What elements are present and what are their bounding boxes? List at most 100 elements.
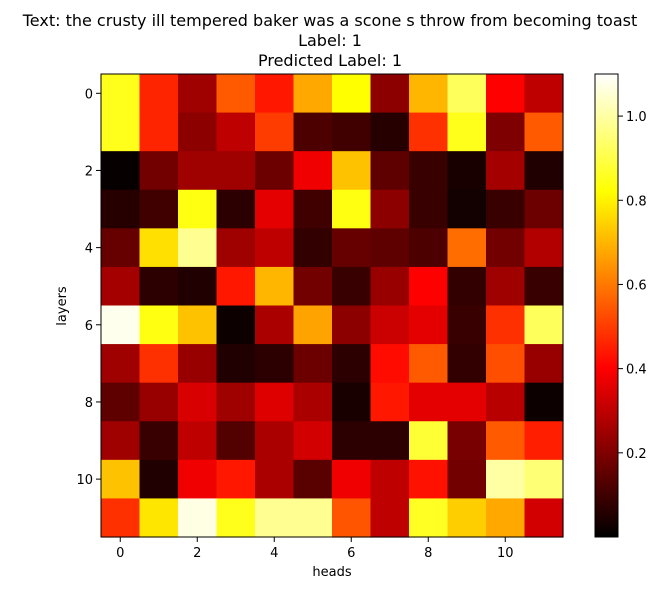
heatmap-cell: [447, 498, 487, 538]
heatmap-cell: [486, 421, 526, 461]
heatmap-cell: [370, 151, 410, 191]
colorbar-ticks: 0.2 0.4 0.6 0.8 1.0: [618, 110, 647, 462]
heatmap-cell: [332, 151, 372, 191]
heatmap-cell: [524, 228, 564, 268]
heatmap-cell: [101, 498, 141, 538]
heatmap-cell: [447, 151, 487, 191]
heatmap-cell: [255, 151, 295, 191]
heatmap-cell: [332, 74, 372, 114]
x-axis-ticks: 0 2 4 6 8 10: [116, 537, 514, 561]
heatmap-cell: [255, 344, 295, 384]
heatmap-cell: [486, 151, 526, 191]
heatmap-cell: [293, 151, 333, 191]
heatmap-cell: [216, 498, 256, 538]
heatmap-cell: [101, 228, 141, 268]
heatmap-cell: [216, 344, 256, 384]
heatmap-cell: [370, 305, 410, 345]
heatmap-cell: [409, 266, 449, 307]
heatmap-cell: [255, 421, 295, 461]
heatmap-cell: [447, 305, 487, 345]
heatmap-cell: [255, 112, 295, 152]
heatmap-cell: [139, 421, 179, 461]
heatmap-cell: [139, 112, 179, 152]
heatmap-cell: [332, 112, 372, 152]
heatmap-cell: [524, 498, 564, 538]
heatmap-cell: [101, 266, 141, 307]
heatmap-cells: [101, 74, 564, 538]
colorbar-tick-label: 0.6: [626, 278, 647, 293]
heatmap-cell: [524, 305, 564, 345]
heatmap-cell: [447, 421, 487, 461]
heatmap-cell: [447, 344, 487, 384]
y-tick-label: 4: [85, 242, 93, 257]
heatmap-cell: [101, 305, 141, 345]
heatmap-cell: [139, 228, 179, 268]
heatmap-cell: [486, 382, 526, 422]
heatmap-cell: [332, 228, 372, 268]
heatmap-cell: [524, 344, 564, 384]
heatmap-cell: [486, 459, 526, 500]
heatmap-cell: [101, 459, 141, 500]
colorbar: [594, 73, 619, 538]
y-axis-ticks: 0 2 4 6 8 10: [76, 87, 101, 488]
heatmap-cell: [178, 266, 218, 307]
heatmap-cell: [447, 266, 487, 307]
colorbar-tick-label: 1.0: [626, 110, 647, 125]
heatmap-cell: [332, 421, 372, 461]
heatmap-cell: [101, 344, 141, 384]
heatmap-cell: [139, 344, 179, 384]
y-tick-label: 6: [85, 319, 93, 334]
heatmap-cell: [332, 382, 372, 422]
heatmap-cell: [370, 382, 410, 422]
y-tick-label: 0: [85, 87, 93, 102]
heatmap-cell: [293, 382, 333, 422]
heatmap-cell: [486, 228, 526, 268]
heatmap-cell: [216, 305, 256, 345]
heatmap-cell: [409, 498, 449, 538]
heatmap-cell: [101, 421, 141, 461]
heatmap-cell: [524, 421, 564, 461]
heatmap-cell: [524, 382, 564, 422]
heatmap-cell: [139, 498, 179, 538]
heatmap-cell: [216, 228, 256, 268]
heatmap-cell: [255, 266, 295, 307]
y-tick-label: 8: [85, 396, 93, 411]
heatmap-cell: [447, 74, 487, 114]
heatmap-cell: [139, 459, 179, 500]
heatmap-cell: [293, 189, 333, 229]
heatmap-cell: [178, 344, 218, 384]
heatmap-cell: [139, 74, 179, 114]
heatmap-cell: [409, 344, 449, 384]
heatmap-cell: [255, 189, 295, 229]
heatmap-cell: [101, 382, 141, 422]
colorbar-tick-label: 0.8: [626, 194, 647, 209]
heatmap-cell: [255, 305, 295, 345]
heatmap-cell: [216, 74, 256, 114]
heatmap-cell: [101, 151, 141, 191]
heatmap-frame: [100, 73, 564, 538]
heatmap-cell: [409, 459, 449, 500]
heatmap-cell: [524, 266, 564, 307]
heatmap-cell: [447, 382, 487, 422]
heatmap-cell: [486, 189, 526, 229]
heatmap-cell: [101, 74, 141, 114]
heatmap-cell: [332, 459, 372, 500]
heatmap-cell: [139, 305, 179, 345]
heatmap-cell: [178, 305, 218, 345]
heatmap-cell: [101, 189, 141, 229]
heatmap-cell: [178, 151, 218, 191]
chart-title-line-3: Predicted Label: 1: [258, 51, 402, 70]
chart-title-line-2: Label: 1: [298, 31, 362, 50]
heatmap-cell: [255, 498, 295, 538]
heatmap-cell: [447, 112, 487, 152]
heatmap-cell: [216, 421, 256, 461]
x-tick-label: 0: [116, 546, 124, 561]
heatmap-cell: [370, 421, 410, 461]
heatmap-cell: [409, 228, 449, 268]
x-tick-label: 8: [424, 546, 432, 561]
heatmap-cell: [524, 189, 564, 229]
heatmap-cell: [101, 112, 141, 152]
heatmap-cell: [486, 344, 526, 384]
heatmap-cell: [370, 74, 410, 114]
